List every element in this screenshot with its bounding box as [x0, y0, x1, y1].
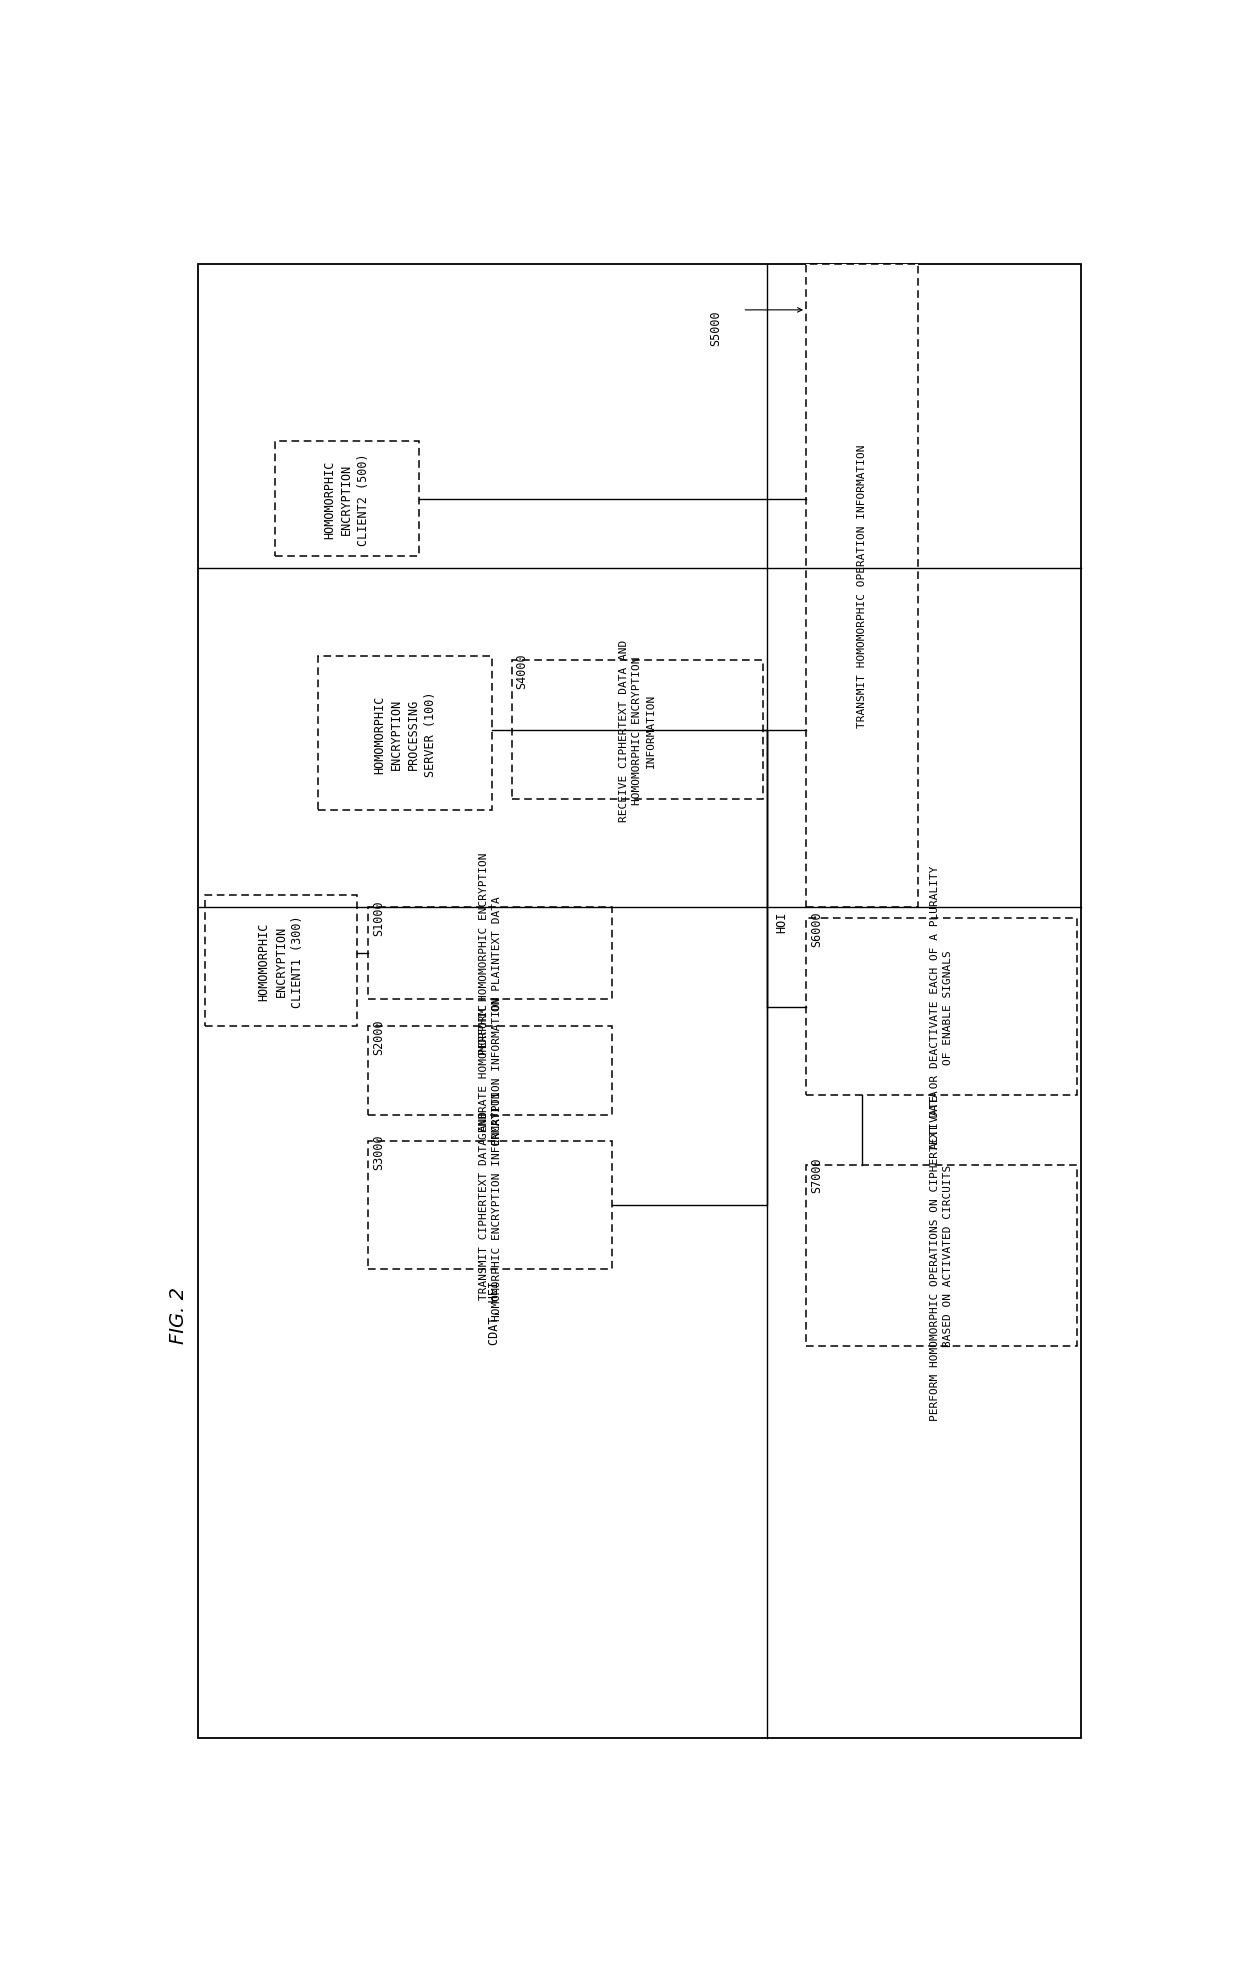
Text: PERFORM HOMOMORPHIC ENCRYPTION
ON PLAINTEXT DATA: PERFORM HOMOMORPHIC ENCRYPTION ON PLAINT…	[479, 851, 502, 1055]
Text: RECEIVE CIPHERTEXT DATA AND
HOMOMORPHIC ENCRYPTION
INFORMATION: RECEIVE CIPHERTEXT DATA AND HOMOMORPHIC …	[619, 640, 656, 822]
FancyBboxPatch shape	[275, 442, 419, 556]
FancyBboxPatch shape	[806, 265, 919, 907]
Text: S4000: S4000	[516, 653, 528, 689]
FancyBboxPatch shape	[368, 907, 613, 1000]
Text: TRANSMIT HOMOMORPHIC OPERATION INFORMATION: TRANSMIT HOMOMORPHIC OPERATION INFORMATI…	[857, 444, 867, 727]
Text: HOMOMORPHIC
ENCRYPTION
CLIENT2 (500): HOMOMORPHIC ENCRYPTION CLIENT2 (500)	[324, 453, 371, 546]
Text: TRANSMIT CIPHERTEXT DATA AND
HOMOMORPHIC ENCRYPTION INFORMATION: TRANSMIT CIPHERTEXT DATA AND HOMOMORPHIC…	[479, 1091, 502, 1321]
Text: S5000: S5000	[709, 311, 722, 346]
FancyBboxPatch shape	[197, 265, 1081, 1738]
FancyBboxPatch shape	[806, 919, 1078, 1095]
Text: FIG. 2: FIG. 2	[169, 1287, 187, 1344]
Text: HOMOMORPHIC
ENCRYPTION
CLIENT1 (300): HOMOMORPHIC ENCRYPTION CLIENT1 (300)	[258, 915, 305, 1008]
Text: S7000: S7000	[810, 1156, 823, 1192]
Text: S2000: S2000	[372, 1020, 384, 1055]
Text: S1000: S1000	[372, 899, 384, 935]
Text: CDAT, HEI: CDAT, HEI	[489, 1281, 501, 1344]
FancyBboxPatch shape	[368, 1142, 613, 1269]
Text: S6000: S6000	[810, 911, 823, 946]
Text: GENERATE HOMOMORPHIC
ENCRYPTION INFORMATION: GENERATE HOMOMORPHIC ENCRYPTION INFORMAT…	[479, 996, 502, 1144]
FancyBboxPatch shape	[368, 1026, 613, 1115]
FancyBboxPatch shape	[317, 657, 492, 812]
Text: S3000: S3000	[372, 1135, 384, 1170]
FancyBboxPatch shape	[806, 1164, 1078, 1346]
Text: HOI: HOI	[775, 911, 787, 933]
FancyBboxPatch shape	[511, 661, 764, 800]
Text: ACTIVATE OR DEACTIVATE EACH OF A PLURALITY
OF ENABLE SIGNALS: ACTIVATE OR DEACTIVATE EACH OF A PLURALI…	[930, 865, 954, 1148]
FancyBboxPatch shape	[206, 895, 357, 1026]
Text: PERFORM HOMOMORPHIC OPERATIONS ON CIPHERTEXT DATA
BASED ON ACTIVATED CIRCUITS: PERFORM HOMOMORPHIC OPERATIONS ON CIPHER…	[930, 1091, 954, 1422]
Text: HOMOMORPHIC
ENCRYPTION
PROCESSING
SERVER (100): HOMOMORPHIC ENCRYPTION PROCESSING SERVER…	[373, 691, 436, 776]
